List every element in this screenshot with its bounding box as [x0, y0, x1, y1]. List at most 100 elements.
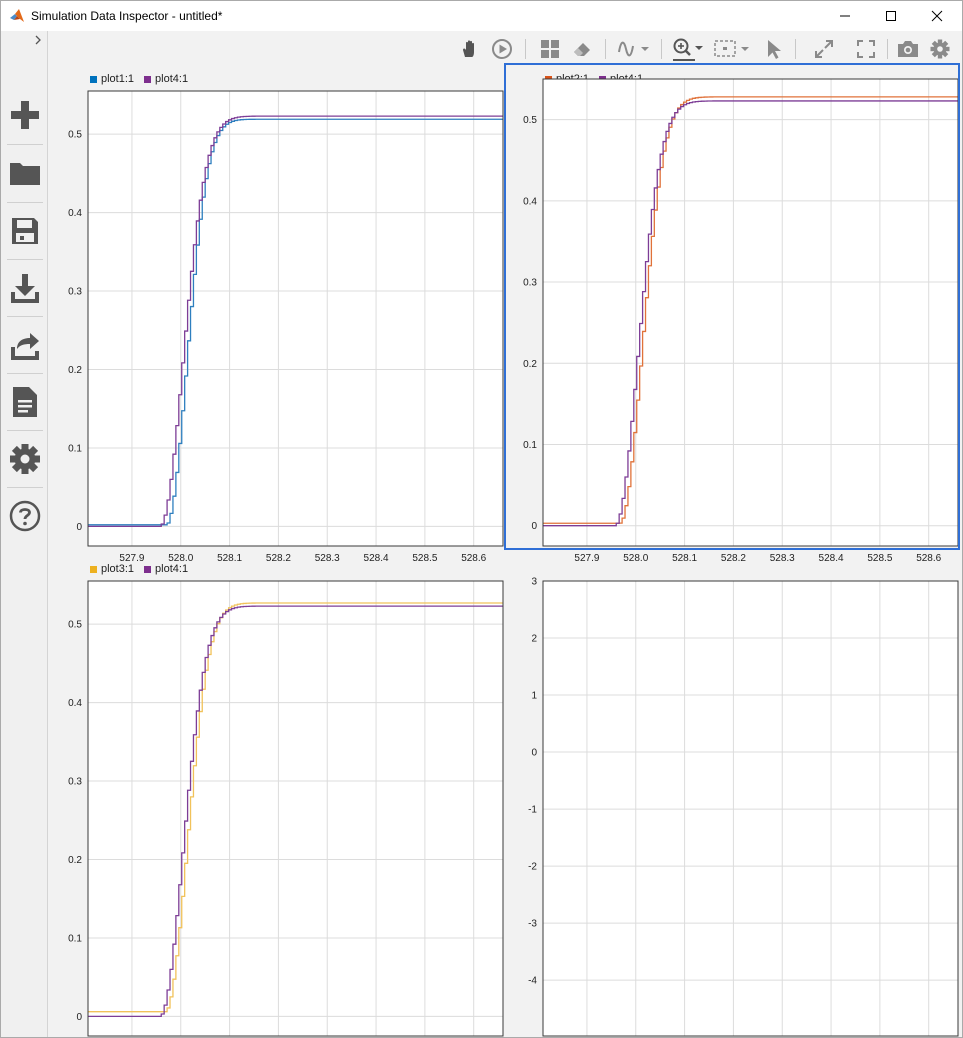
plot-bottom-left[interactable]: 527.9528.0528.1528.2528.3528.4528.5528.6…	[41, 575, 506, 1038]
zoom-button[interactable]	[671, 37, 707, 61]
toolbar-separator	[887, 39, 888, 59]
expand-button[interactable]	[811, 37, 837, 61]
toolbar-separator	[661, 39, 662, 59]
y-tick-label: 0	[531, 521, 537, 532]
toolbar	[49, 31, 962, 65]
y-tick-label: 0.2	[68, 365, 82, 376]
y-tick-label: 0.4	[68, 208, 82, 219]
y-tick-label: 3	[531, 577, 537, 588]
window-title: Simulation Data Inspector - untitled*	[31, 9, 222, 23]
maximize-icon	[885, 10, 897, 22]
x-tick-label: 528.6	[916, 553, 941, 564]
download-icon	[9, 272, 41, 304]
help-icon	[9, 500, 41, 532]
plus-icon	[9, 99, 41, 131]
plot-top-right[interactable]: 527.9 528.0 528.1 528.2 528.3 528.4 528.5 528.6…	[496, 85, 961, 555]
cursor-button[interactable]	[761, 37, 787, 61]
x-tick-label: 528.4	[364, 553, 389, 564]
plot-area[interactable]	[88, 91, 503, 546]
y-tick-label: 0.1	[68, 443, 82, 454]
settings-button[interactable]	[927, 37, 953, 61]
legend-item[interactable]: plot4:1	[144, 73, 188, 85]
x-tick-label: 528.4	[819, 553, 844, 564]
share-icon	[9, 329, 41, 361]
legend-label: plot3:1	[101, 563, 134, 575]
y-tick-label: 0.2	[523, 359, 537, 370]
document-icon	[11, 386, 39, 418]
play-icon	[491, 38, 513, 60]
fit-to-view-icon	[713, 38, 753, 60]
x-tick-label: 528.2	[266, 553, 291, 564]
snapshot-button[interactable]	[895, 37, 921, 61]
x-tick-label: 528.2	[721, 553, 746, 564]
signal-icon	[617, 38, 653, 60]
fullscreen-icon	[857, 40, 875, 58]
minimize-icon	[839, 10, 851, 22]
legend-swatch	[90, 566, 97, 573]
x-tick-label: 528.6	[461, 553, 486, 564]
plot-area[interactable]	[88, 581, 503, 1036]
plot-bottom-right[interactable]: 527.9528.0528.1528.2528.3528.4528.5528.6…	[496, 575, 961, 1038]
legend-item[interactable]: plot3:1	[90, 563, 134, 575]
gear-icon	[9, 443, 41, 475]
legend-item[interactable]: plot4:1	[144, 563, 188, 575]
y-tick-label: 0.2	[68, 855, 82, 866]
legend-label: plot4:1	[155, 73, 188, 85]
y-tick-label: -4	[528, 976, 537, 987]
x-tick-label: 528.5	[867, 553, 892, 564]
legend-swatch	[144, 76, 151, 83]
expand-sidebar-icon[interactable]	[31, 33, 45, 47]
y-tick-label: 0	[76, 522, 82, 533]
plot-area[interactable]	[543, 581, 958, 1036]
y-tick-label: 2	[531, 634, 537, 645]
eraser-icon	[571, 38, 593, 60]
expand-icon	[814, 39, 834, 59]
x-tick-label: 528.3	[315, 553, 340, 564]
cursor-icon	[764, 38, 784, 60]
y-tick-label: 0.3	[68, 287, 82, 298]
y-tick-label: -2	[528, 862, 537, 873]
plot-top-left[interactable]: 527.9 528.0 528.1 528.2 528.3 528.4 528.5 528.6…	[41, 85, 506, 555]
legend-item[interactable]: plot1:1	[90, 73, 134, 85]
y-tick-label: 0.4	[68, 698, 82, 709]
close-button[interactable]	[914, 1, 960, 31]
play-button[interactable]	[489, 37, 515, 61]
legend-swatch	[144, 566, 151, 573]
clear-button[interactable]	[569, 37, 595, 61]
y-tick-label: 0.5	[68, 620, 82, 631]
folder-icon	[9, 159, 41, 187]
plot-legend: plot3:1 plot4:1	[90, 563, 188, 575]
pan-icon	[460, 39, 480, 59]
y-tick-label: -3	[528, 919, 537, 930]
pan-button[interactable]	[457, 37, 483, 61]
x-tick-label: 528.0	[168, 553, 193, 564]
fullscreen-button[interactable]	[853, 37, 879, 61]
plot-area[interactable]	[543, 79, 958, 546]
toolbar-separator	[525, 39, 526, 59]
y-tick-label: 0	[76, 1012, 82, 1023]
layout-icon	[540, 39, 560, 59]
y-tick-label: 0.4	[523, 196, 537, 207]
y-tick-label: 0.5	[68, 130, 82, 141]
legend-label: plot1:1	[101, 73, 134, 85]
signal-button[interactable]	[617, 37, 653, 61]
layout-button[interactable]	[537, 37, 563, 61]
minimize-button[interactable]	[822, 1, 868, 31]
fit-button[interactable]	[713, 37, 753, 61]
x-tick-label: 528.3	[770, 553, 795, 564]
close-icon	[931, 10, 943, 22]
y-tick-label: 0.3	[68, 777, 82, 788]
plot-legend: plot1:1 plot4:1	[90, 73, 188, 85]
title-bar: Simulation Data Inspector - untitled*	[1, 1, 962, 31]
x-tick-label: 527.9	[119, 553, 144, 564]
maximize-button[interactable]	[868, 1, 914, 31]
x-tick-label: 528.1	[217, 553, 242, 564]
gear-icon	[930, 39, 950, 59]
x-tick-label: 528.0	[623, 553, 648, 564]
y-tick-label: 1	[531, 691, 537, 702]
camera-icon	[897, 40, 919, 58]
zoom-in-icon	[671, 37, 707, 61]
y-tick-label: 0.1	[523, 440, 537, 451]
legend-label: plot4:1	[155, 563, 188, 575]
